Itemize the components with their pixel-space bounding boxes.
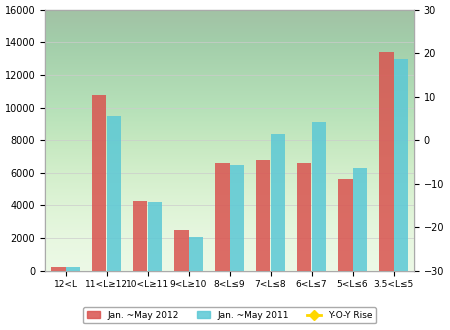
Bar bbox=[311, 122, 326, 271]
Bar bbox=[393, 59, 408, 271]
Bar bbox=[352, 168, 367, 271]
Bar bbox=[270, 134, 285, 271]
Bar bbox=[297, 163, 311, 271]
Bar bbox=[230, 165, 244, 271]
Legend: Jan. ~May 2012, Jan. ~May 2011, Y-O-Y Rise: Jan. ~May 2012, Jan. ~May 2011, Y-O-Y Ri… bbox=[83, 307, 376, 323]
Bar bbox=[133, 201, 148, 271]
Bar bbox=[148, 202, 162, 271]
Bar bbox=[66, 267, 80, 271]
Bar bbox=[92, 95, 107, 271]
Bar bbox=[256, 160, 270, 271]
Bar bbox=[215, 163, 230, 271]
Bar bbox=[174, 230, 189, 271]
Bar bbox=[379, 52, 393, 271]
Bar bbox=[338, 180, 352, 271]
Bar bbox=[107, 116, 121, 271]
Bar bbox=[51, 267, 66, 271]
Bar bbox=[189, 237, 203, 271]
